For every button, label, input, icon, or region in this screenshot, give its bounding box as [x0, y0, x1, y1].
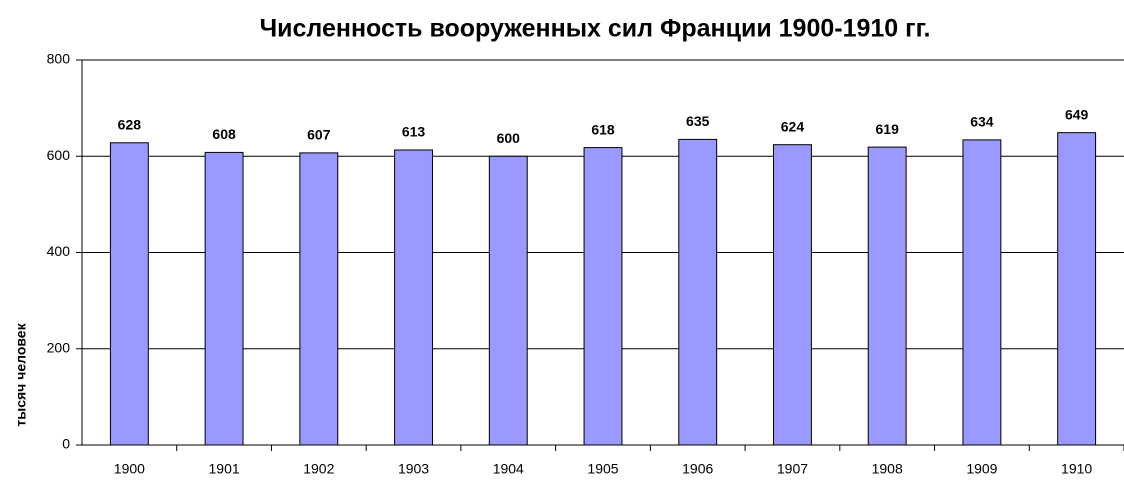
y-tick-label: 800 [47, 51, 71, 67]
bar [204, 151, 244, 446]
value-label: 607 [307, 127, 331, 143]
bar [299, 152, 339, 446]
x-tick-label: 1909 [966, 461, 997, 477]
x-tick-label: 1902 [303, 461, 334, 477]
bar [1057, 132, 1097, 446]
value-label: 635 [686, 113, 710, 129]
chart-title: Численность вооруженных сил Франции 1900… [260, 15, 931, 43]
y-tick-label: 200 [47, 339, 71, 355]
value-label: 634 [970, 114, 994, 130]
x-tick-label: 1905 [587, 461, 618, 477]
bar [394, 149, 433, 446]
x-tick-label: 1906 [682, 461, 713, 477]
bar [488, 155, 528, 446]
y-axis-label: тысяч человек [13, 322, 29, 426]
x-tick-label: 1903 [398, 461, 429, 477]
x-tick-label: 1904 [493, 461, 524, 477]
bar [109, 142, 149, 446]
value-label: 600 [497, 130, 521, 146]
value-label: 624 [781, 118, 805, 134]
bar [962, 139, 1002, 446]
y-tick-label: 400 [47, 243, 71, 259]
x-tick-label: 1907 [777, 461, 808, 477]
x-tick-label: 1910 [1061, 461, 1092, 477]
bar [773, 144, 812, 446]
y-tick-label: 600 [47, 147, 71, 163]
value-label: 619 [876, 121, 900, 137]
value-label: 618 [591, 121, 615, 137]
x-tick-label: 1901 [209, 461, 240, 477]
bar [583, 147, 623, 446]
y-tick-label: 0 [62, 436, 70, 452]
value-label: 613 [402, 124, 426, 140]
x-tick-label: 1908 [872, 461, 903, 477]
value-label: 628 [118, 116, 142, 132]
bar [867, 146, 907, 446]
value-label: 608 [212, 126, 236, 142]
x-tick-label: 1900 [114, 461, 145, 477]
value-label: 649 [1065, 106, 1089, 122]
bar [678, 138, 718, 446]
